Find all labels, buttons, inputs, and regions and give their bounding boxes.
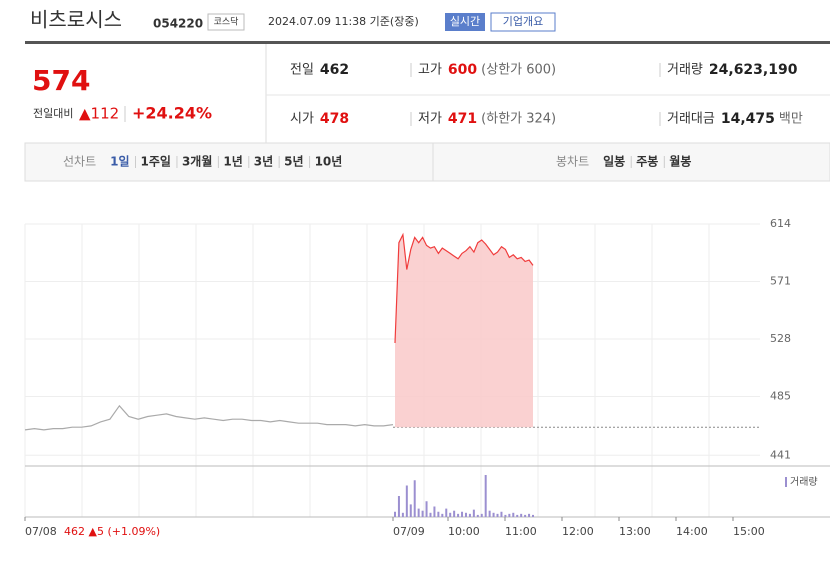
tab-item[interactable]: 1주일 (141, 155, 171, 169)
stock-code: 054220 (153, 17, 203, 31)
volume-bar (480, 513, 483, 517)
tab-item[interactable]: 10년 (315, 155, 343, 169)
area (395, 234, 533, 428)
stat-value: 471 (448, 111, 477, 127)
stat-label: 거래량 (667, 63, 703, 78)
change-pct: +24.24% (132, 104, 212, 123)
change: ▲112 (79, 105, 119, 123)
volume-bar (397, 496, 400, 517)
top-rule (25, 41, 830, 44)
volume-legend-swatch (785, 477, 787, 487)
volume-bar (421, 510, 424, 517)
volume-bar (453, 510, 456, 517)
tab-item[interactable]: 월봉 (669, 154, 691, 169)
volume-bar (457, 513, 460, 517)
market-badge (207, 13, 245, 31)
volume-bar (504, 514, 507, 517)
y-tick-label: 485 (770, 389, 791, 402)
y-tick-label: 614 (770, 217, 791, 230)
volume-bar (449, 512, 452, 517)
tab-label: 봉차트 (556, 155, 589, 169)
volume-legend: 거래량 (790, 476, 818, 488)
volume-bar (445, 508, 448, 517)
volume-bar (433, 506, 436, 517)
volume-bar (425, 501, 428, 517)
x-tick-label: 07/08 (25, 525, 57, 538)
change-label: 전일대비 (33, 106, 73, 120)
volume-bar (417, 508, 420, 517)
volume-bar (512, 512, 515, 517)
price-line (394, 232, 534, 344)
volume-bar (409, 504, 412, 517)
stock-name: 비츠로시스 (30, 8, 122, 32)
x-tick-label: 14:00 (676, 525, 708, 538)
volume-bar (476, 514, 479, 517)
stat-value: 24,623,190 (709, 62, 798, 78)
x-tick-label: 15:00 (733, 525, 765, 538)
volume-bar (461, 511, 464, 517)
volume-bar (524, 514, 527, 517)
stat-value: 600 (448, 62, 477, 78)
tab-item[interactable]: 1년 (223, 155, 242, 169)
volume-bar (394, 511, 396, 517)
stat-label: 거래대금 (667, 112, 715, 127)
stat-value: 462 (320, 62, 349, 78)
volume-bar (488, 510, 491, 517)
realtime-btn[interactable] (445, 13, 485, 31)
volume-bar (532, 514, 534, 517)
tab-item[interactable]: 3년 (254, 155, 273, 169)
tab-label: 선차트 (63, 155, 96, 169)
stat-label: 시가 (290, 112, 314, 127)
realtime[interactable]: 실시간 (450, 15, 480, 28)
stat-value: 478 (320, 111, 349, 127)
overview-btn[interactable] (490, 12, 556, 32)
volume-bar (492, 512, 495, 517)
y-tick-label: 528 (770, 332, 791, 345)
tab-item[interactable]: 3개월 (182, 154, 212, 169)
volume-bar (405, 485, 408, 517)
tab-item[interactable]: 일봉 (603, 155, 625, 169)
market: 코스닥 (214, 17, 239, 28)
volume-bar (520, 513, 523, 517)
tab-item[interactable]: 5년 (284, 155, 303, 169)
volume-bar (464, 512, 467, 517)
volume-bar (484, 475, 487, 517)
volume-bar (401, 512, 404, 517)
stat-value: 14,475 (721, 111, 775, 127)
price-line (24, 404, 394, 431)
volume-bar (437, 511, 440, 517)
volume-bar (441, 513, 444, 517)
x-tick-label: 10:00 (448, 525, 480, 538)
tab-item[interactable]: 1일 (110, 155, 129, 169)
volume-bar (413, 480, 416, 517)
stat-extra: 백만 (779, 112, 803, 127)
volume-bar (516, 514, 519, 517)
volume-bar (496, 513, 499, 517)
stat-extra: (하한가 324) (481, 112, 556, 127)
x-tick-label: 12:00 (562, 525, 594, 538)
current-price: 574 (32, 64, 90, 97)
x-tick-label: 11:00 (505, 525, 537, 538)
y-tick-label: 571 (770, 274, 791, 287)
volume-bar (500, 511, 503, 517)
stat-label: 고가 (418, 63, 442, 78)
overview[interactable]: 기업개요 (503, 15, 543, 28)
tab-bar (24, 142, 830, 182)
stat-label: 저가 (418, 112, 442, 127)
volume-bar (472, 509, 475, 517)
prev-note: 462 ▲5 (+1.09%) (64, 525, 160, 538)
volume-bar (429, 512, 432, 517)
volume-bar (468, 513, 471, 517)
stat-label: 전일 (290, 63, 314, 78)
stat-extra: (상한가 600) (481, 63, 556, 78)
datetime: 2024.07.09 11:38 기준(장중) (268, 15, 419, 28)
tab-item[interactable]: 주봉 (636, 155, 658, 169)
volume-bar (508, 513, 511, 517)
x-tick-label: 13:00 (619, 525, 651, 538)
volume-bar (528, 513, 531, 517)
x-tick-label: 07/09 (393, 525, 425, 538)
y-tick-label: 441 (770, 448, 791, 461)
